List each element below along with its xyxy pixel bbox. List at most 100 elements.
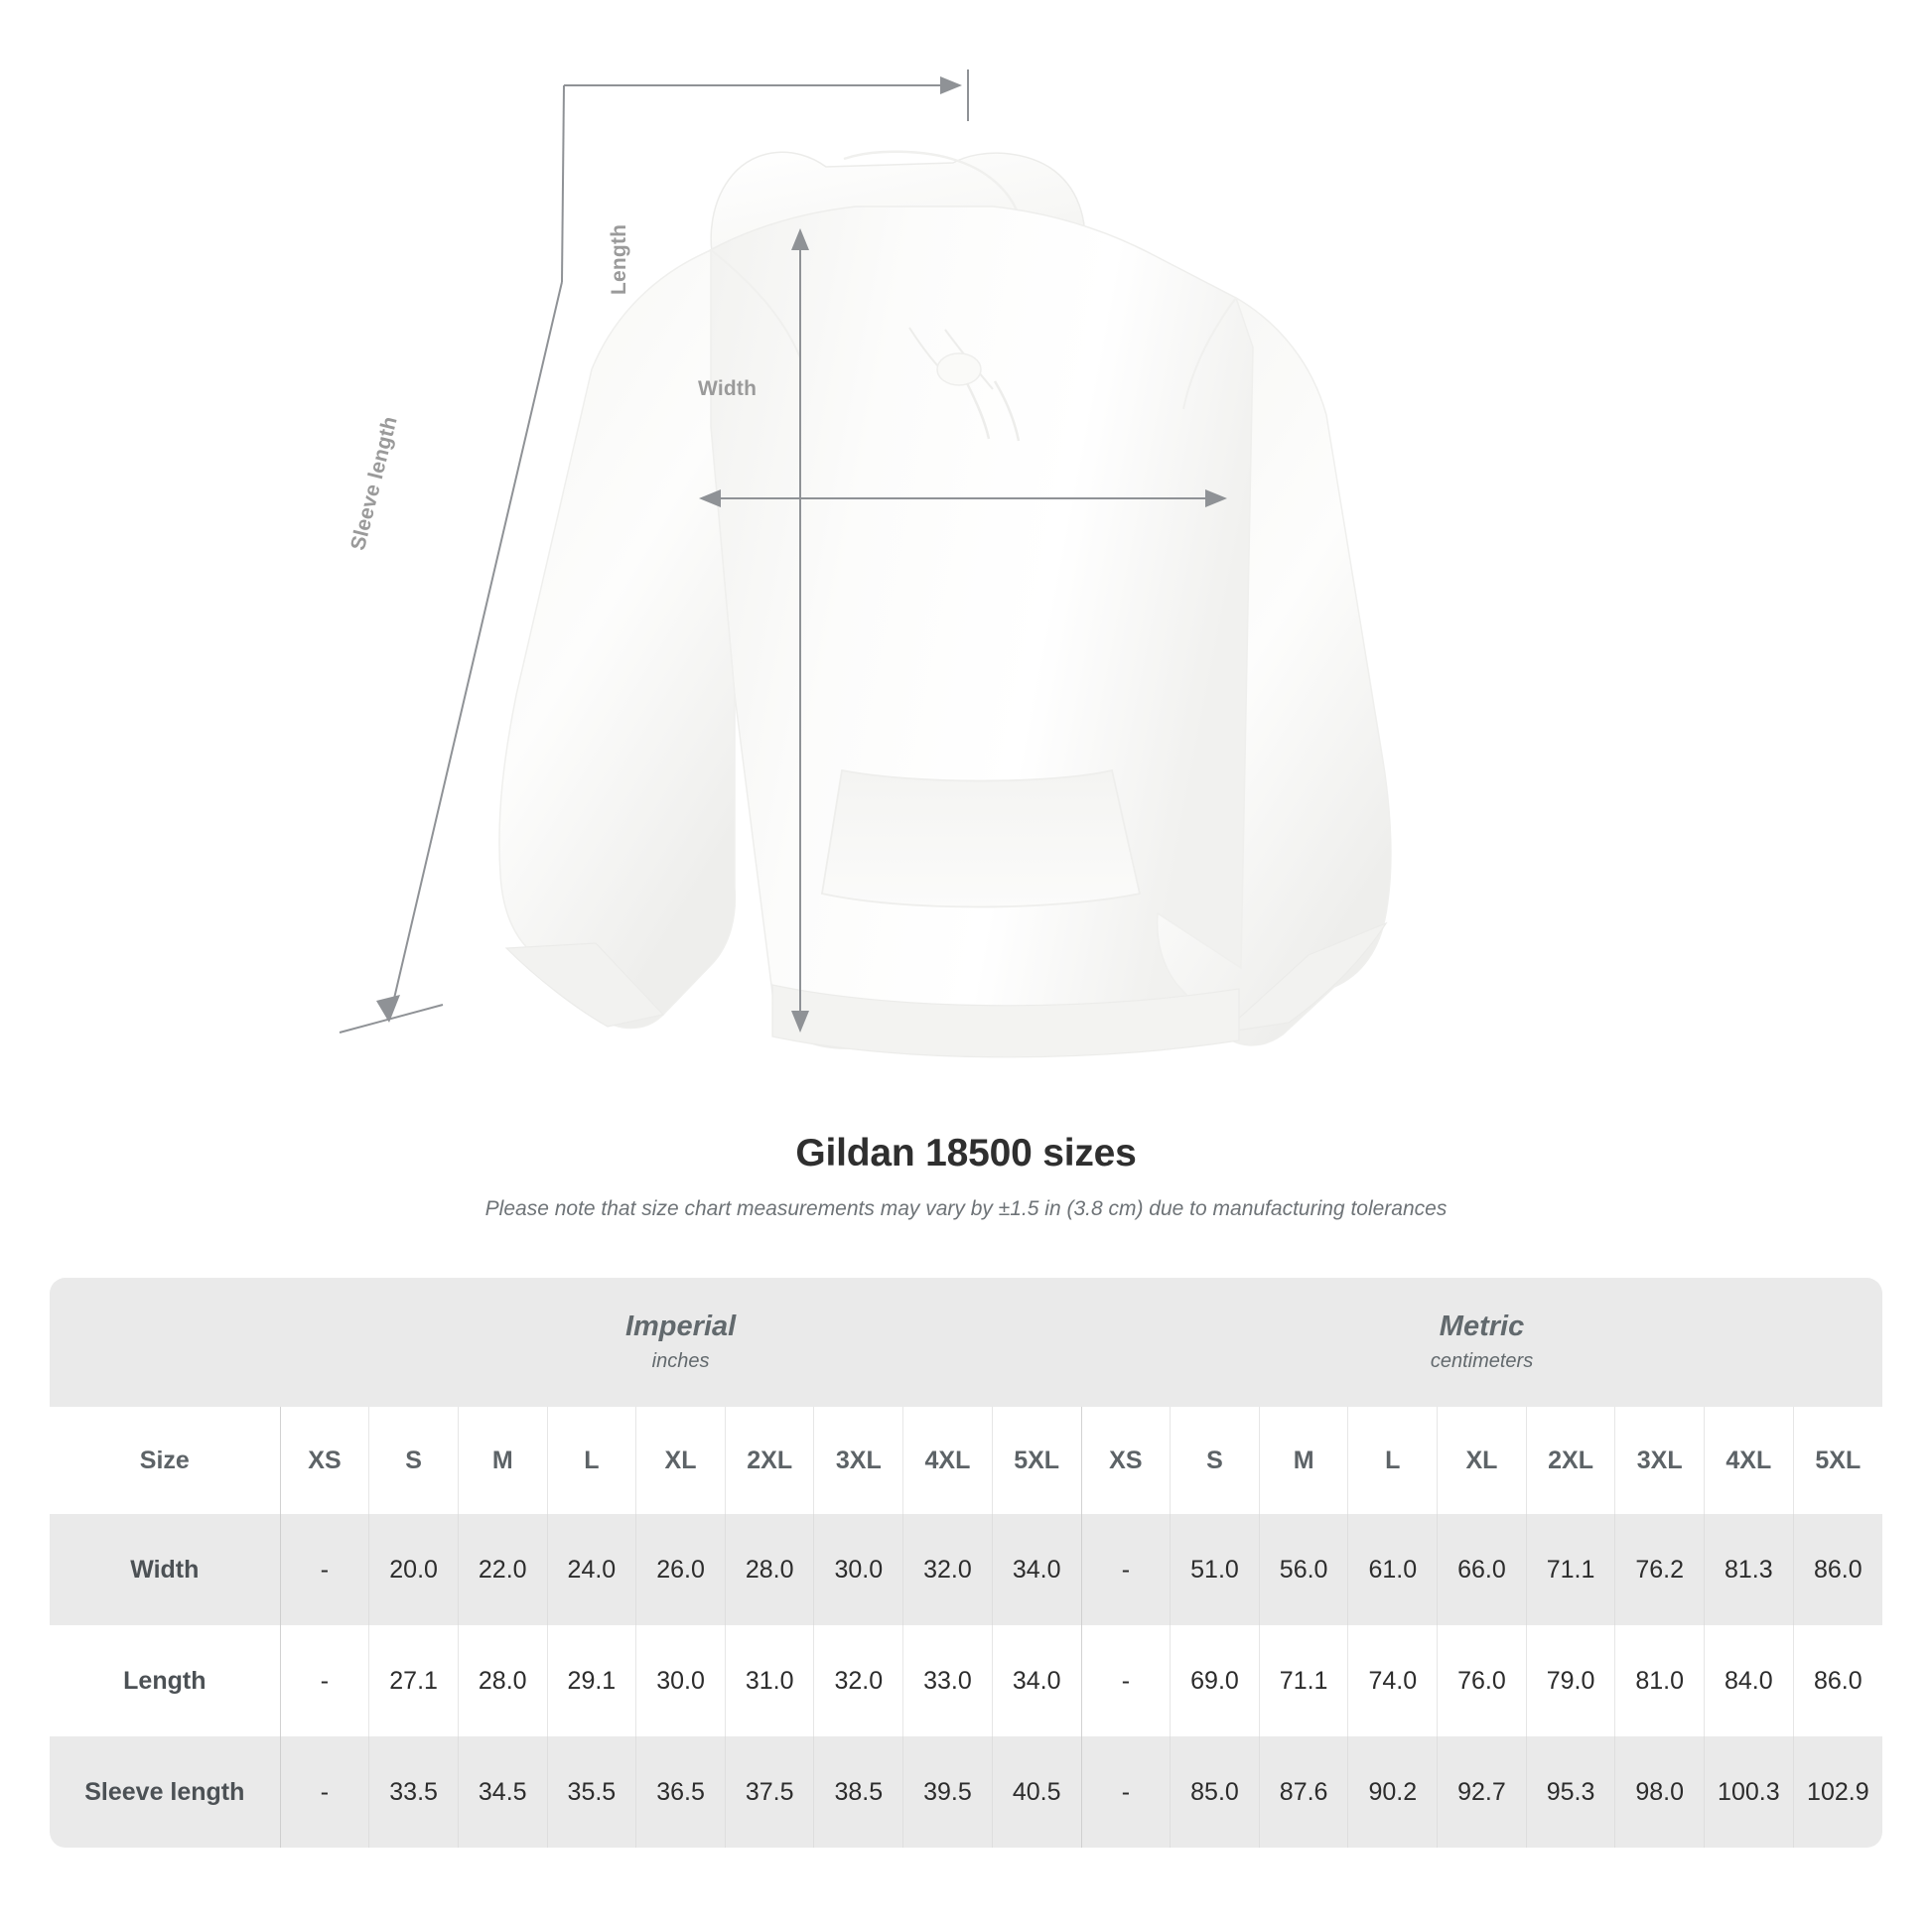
size-chart-table: Imperial inches Metric centimeters Size XS S M L… (50, 1278, 1882, 1848)
page-title: Gildan 18500 sizes (795, 1132, 1137, 1174)
size-header-m-imperial: M (457, 1407, 548, 1514)
cell-width-m-metric: 56.0 (1258, 1514, 1348, 1625)
size-header-2xl-metric: 2XL (1525, 1407, 1615, 1514)
size-header-3xl-metric: 3XL (1614, 1407, 1705, 1514)
cell-sleeve-length-5xl-imperial: 40.5 (991, 1736, 1082, 1848)
measurement-label-length: Length (50, 1625, 281, 1736)
table-row: Sleeve length -33.5 34.5 35.5 36.5 37.5 38.5 39… (50, 1736, 1882, 1848)
cell-width-s-metric: 51.0 (1170, 1514, 1260, 1625)
unit-group-name: Imperial (624, 1311, 737, 1343)
width-label: Width (698, 377, 758, 400)
cell-length-s-metric: 69.0 (1170, 1625, 1260, 1736)
cell-width-3xl-imperial: 30.0 (813, 1514, 903, 1625)
cell-length-2xl-metric: 79.0 (1525, 1625, 1615, 1736)
cell-length-2xl-imperial: 31.0 (724, 1625, 814, 1736)
sleeve-length-dimension-line (339, 69, 969, 1034)
hoodie-measurement-diagram: Length Width Sleeve length (339, 69, 1392, 1058)
cell-length-5xl-metric: 86.0 (1792, 1625, 1882, 1736)
cell-length-m-metric: 71.1 (1258, 1625, 1348, 1736)
unit-group-header-row: Imperial inches Metric centimeters (50, 1278, 1882, 1407)
table-row: Length -27.1 28.0 29.1 30.0 31.0 32.0 33.0 34.0-… (50, 1625, 1882, 1736)
cell-sleeve-length-4xl-metric: 100.3 (1704, 1736, 1794, 1848)
unit-group-imperial: Imperial inches (280, 1278, 1082, 1407)
cell-width-l-imperial: 24.0 (546, 1514, 636, 1625)
cell-sleeve-length-xl-metric: 92.7 (1437, 1736, 1527, 1848)
size-header-s-metric: S (1170, 1407, 1260, 1514)
size-header-xl-imperial: XL (635, 1407, 726, 1514)
measurement-label-sleeve-length: Sleeve length (50, 1736, 281, 1848)
length-dimension-line (791, 228, 809, 1033)
cell-length-xs-imperial: - (279, 1625, 369, 1736)
cell-length-3xl-imperial: 32.0 (813, 1625, 903, 1736)
unit-group-unit: centimeters (1430, 1349, 1534, 1372)
cell-sleeve-length-xl-imperial: 36.5 (635, 1736, 726, 1848)
cell-sleeve-length-m-metric: 87.6 (1258, 1736, 1348, 1848)
cell-width-m-imperial: 22.0 (457, 1514, 548, 1625)
cell-width-s-imperial: 20.0 (368, 1514, 459, 1625)
size-header-s-imperial: S (368, 1407, 459, 1514)
size-table-container: Imperial inches Metric centimeters Size XS S M L… (50, 1278, 1882, 1848)
measurement-annotations (339, 69, 1227, 1034)
size-header-l-imperial: L (546, 1407, 636, 1514)
cell-width-4xl-metric: 81.3 (1704, 1514, 1794, 1625)
cell-length-xl-metric: 76.0 (1437, 1625, 1527, 1736)
cell-length-4xl-imperial: 33.0 (902, 1625, 993, 1736)
length-label: Length (608, 223, 630, 295)
hoodie-shape (498, 150, 1392, 1058)
cell-width-2xl-metric: 71.1 (1525, 1514, 1615, 1625)
cell-width-xs-imperial: - (279, 1514, 369, 1625)
cell-length-xl-imperial: 30.0 (635, 1625, 726, 1736)
table-row: Width -20.0 22.0 24.0 26.0 28.0 30.0 32.0 34.0-5… (50, 1514, 1882, 1625)
cell-sleeve-length-l-imperial: 35.5 (546, 1736, 636, 1848)
size-header-xl-metric: XL (1437, 1407, 1527, 1514)
cell-sleeve-length-4xl-imperial: 39.5 (902, 1736, 993, 1848)
tolerance-note: Please note that size chart measurements… (484, 1197, 1448, 1220)
size-header-4xl-imperial: 4XL (902, 1407, 993, 1514)
cell-sleeve-length-3xl-imperial: 38.5 (813, 1736, 903, 1848)
cell-width-xl-metric: 66.0 (1437, 1514, 1527, 1625)
cell-width-3xl-metric: 76.2 (1614, 1514, 1705, 1625)
size-header-5xl-metric: 5XL (1792, 1407, 1882, 1514)
measurement-label-width: Width (50, 1514, 281, 1625)
unit-group-metric: Metric centimeters (1081, 1278, 1882, 1407)
cell-width-5xl-metric: 86.0 (1792, 1514, 1882, 1625)
unit-group-blank-cell (50, 1278, 281, 1407)
cell-width-5xl-imperial: 34.0 (991, 1514, 1082, 1625)
cell-sleeve-length-5xl-metric: 102.9 (1792, 1736, 1882, 1848)
cell-sleeve-length-3xl-metric: 98.0 (1614, 1736, 1705, 1848)
cell-sleeve-length-xs-imperial: - (279, 1736, 369, 1848)
cell-sleeve-length-l-metric: 90.2 (1347, 1736, 1438, 1848)
size-header-2xl-imperial: 2XL (724, 1407, 814, 1514)
cell-length-5xl-imperial: 34.0 (991, 1625, 1082, 1736)
size-header-row: Size XS S M L XL 2XL 3XL 4XL 5XL XS S M L XL 2XL 3XL 4XL 5… (50, 1407, 1882, 1514)
cell-length-s-imperial: 27.1 (368, 1625, 459, 1736)
cell-length-l-imperial: 29.1 (546, 1625, 636, 1736)
cell-length-m-imperial: 28.0 (457, 1625, 548, 1736)
size-header-4xl-metric: 4XL (1704, 1407, 1794, 1514)
cell-length-l-metric: 74.0 (1347, 1625, 1438, 1736)
cell-sleeve-length-2xl-metric: 95.3 (1525, 1736, 1615, 1848)
unit-group-unit: inches (651, 1349, 710, 1372)
cell-length-xs-metric: - (1080, 1625, 1171, 1736)
cell-sleeve-length-2xl-imperial: 37.5 (724, 1736, 814, 1848)
size-column-header: Size (50, 1407, 281, 1514)
size-header-l-metric: L (1347, 1407, 1438, 1514)
cell-sleeve-length-xs-metric: - (1080, 1736, 1171, 1848)
cell-width-xs-metric: - (1080, 1514, 1171, 1625)
cell-width-4xl-imperial: 32.0 (902, 1514, 993, 1625)
cell-sleeve-length-s-imperial: 33.5 (368, 1736, 459, 1848)
cell-sleeve-length-m-imperial: 34.5 (457, 1736, 548, 1848)
hoodie-illustration (339, 69, 1392, 1058)
unit-group-name: Metric (1439, 1311, 1525, 1343)
cell-length-4xl-metric: 84.0 (1704, 1625, 1794, 1736)
cell-width-xl-imperial: 26.0 (635, 1514, 726, 1625)
cell-length-3xl-metric: 81.0 (1614, 1625, 1705, 1736)
size-header-xs-metric: XS (1080, 1407, 1171, 1514)
size-header-m-metric: M (1258, 1407, 1348, 1514)
size-header-5xl-imperial: 5XL (991, 1407, 1082, 1514)
cell-width-2xl-imperial: 28.0 (724, 1514, 814, 1625)
width-dimension-line (699, 489, 1227, 507)
cell-width-l-metric: 61.0 (1347, 1514, 1438, 1625)
chart-heading-block: Gildan 18500 sizes Please note that size… (0, 1132, 1932, 1221)
